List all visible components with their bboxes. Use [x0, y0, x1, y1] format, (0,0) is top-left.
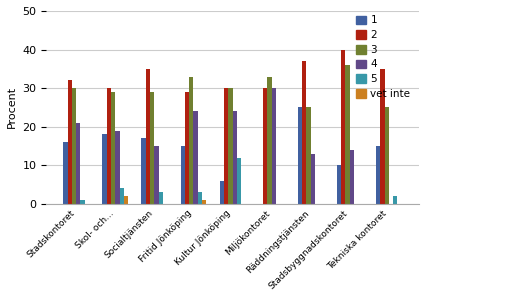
Bar: [345, 65, 350, 204]
Bar: [198, 192, 202, 204]
Bar: [102, 134, 106, 204]
Y-axis label: Procent: Procent: [7, 86, 17, 128]
Bar: [393, 196, 397, 204]
Bar: [202, 200, 206, 204]
Bar: [237, 158, 241, 204]
Bar: [376, 146, 380, 204]
Bar: [298, 107, 302, 204]
Bar: [267, 77, 271, 204]
Bar: [154, 146, 159, 204]
Bar: [341, 49, 345, 204]
Bar: [350, 150, 354, 204]
Bar: [337, 165, 341, 204]
Bar: [115, 131, 120, 204]
Bar: [106, 88, 111, 204]
Bar: [68, 80, 72, 204]
Bar: [194, 111, 198, 204]
Bar: [380, 69, 385, 204]
Legend: 1, 2, 3, 4, 5, vet inte: 1, 2, 3, 4, 5, vet inte: [353, 12, 413, 102]
Bar: [228, 88, 232, 204]
Bar: [146, 69, 150, 204]
Bar: [80, 200, 85, 204]
Bar: [311, 154, 315, 204]
Bar: [185, 92, 189, 204]
Bar: [180, 146, 185, 204]
Bar: [63, 142, 68, 204]
Bar: [142, 138, 146, 204]
Bar: [232, 111, 237, 204]
Bar: [72, 88, 76, 204]
Bar: [111, 92, 115, 204]
Bar: [263, 88, 267, 204]
Bar: [220, 181, 224, 204]
Bar: [76, 123, 80, 204]
Bar: [302, 61, 306, 204]
Bar: [385, 107, 389, 204]
Bar: [224, 88, 228, 204]
Bar: [271, 88, 276, 204]
Bar: [306, 107, 311, 204]
Bar: [120, 188, 124, 204]
Bar: [189, 77, 194, 204]
Bar: [159, 192, 163, 204]
Bar: [150, 92, 154, 204]
Bar: [124, 196, 128, 204]
